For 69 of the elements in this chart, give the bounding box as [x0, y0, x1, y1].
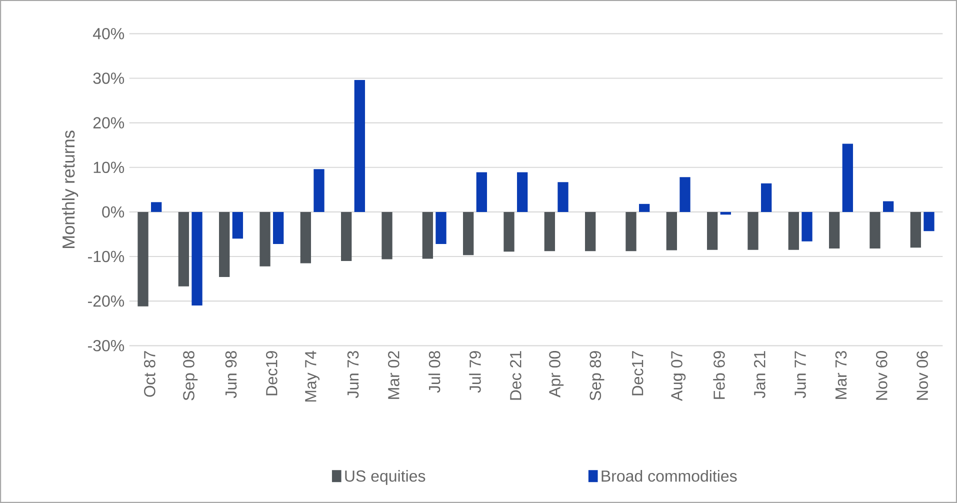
bar	[748, 212, 758, 250]
legend-label: Broad commodities	[602, 470, 737, 482]
x-tick-label: Dec17	[632, 351, 644, 396]
y-tick-label: -20%	[88, 295, 124, 307]
x-tick-label: Jan 21	[754, 351, 766, 398]
bar	[585, 212, 596, 252]
bar	[788, 212, 799, 250]
bar	[680, 177, 690, 212]
bar	[626, 212, 636, 252]
y-tick-label: 20%	[93, 117, 124, 128]
bar	[760, 183, 772, 212]
bar	[260, 212, 270, 266]
bar	[882, 201, 894, 212]
x-tick-label: Dec 21	[510, 351, 522, 400]
bar	[544, 212, 556, 252]
bar	[436, 212, 446, 244]
x-tick-label: Sep 89	[590, 351, 604, 400]
bar	[870, 212, 880, 248]
bar	[341, 212, 352, 261]
bar	[463, 212, 474, 256]
y-tick-label: 30%	[93, 72, 124, 84]
y-axis-title: Monthly returns	[62, 130, 78, 248]
y-tick-label: -30%	[88, 340, 124, 352]
x-tick-label: Feb 69	[713, 351, 725, 399]
y-tick-label: 10%	[94, 162, 124, 174]
bar	[639, 204, 650, 212]
bar	[178, 212, 190, 286]
bar	[707, 212, 718, 250]
x-tick-label: Apr 00	[549, 351, 564, 398]
bar	[802, 212, 812, 242]
x-tick-label: Jul 79	[469, 351, 481, 393]
y-tick-label: 0%	[102, 206, 124, 218]
bar	[504, 212, 514, 252]
x-tick-label: Nov 06	[916, 351, 928, 400]
x-tick-label: May 74	[305, 350, 320, 402]
bar	[558, 182, 568, 212]
bar	[910, 212, 921, 248]
bar	[842, 144, 853, 212]
bar	[138, 212, 148, 306]
x-tick-label: Mar 02	[388, 351, 400, 399]
bar	[422, 212, 434, 259]
x-tick-label: Mar 73	[835, 351, 847, 399]
x-tick-label: Jul 08	[428, 351, 440, 393]
bar	[192, 212, 202, 306]
bar	[354, 80, 366, 212]
bar	[314, 169, 324, 212]
x-tick-label: Oct 87	[144, 351, 156, 397]
x-tick-label: Jun 98	[225, 351, 237, 398]
bar	[232, 212, 244, 239]
bar	[924, 212, 934, 232]
bar	[828, 212, 840, 248]
x-tick-label: Jun 77	[794, 351, 806, 398]
x-tick-label: Aug 07	[671, 351, 686, 402]
bar	[720, 212, 731, 215]
y-tick-label: 40%	[92, 28, 124, 40]
x-tick-label: Dec19	[266, 351, 278, 396]
bar	[517, 172, 528, 212]
legend-label: US equities	[345, 470, 426, 485]
bar	[300, 212, 312, 264]
bar	[382, 212, 392, 260]
bar	[151, 202, 162, 212]
y-tick-label: -10%	[88, 250, 124, 262]
bar	[273, 212, 284, 244]
bar	[219, 212, 230, 278]
x-tick-label: Nov 60	[876, 351, 888, 400]
bar	[666, 212, 677, 250]
bar	[476, 172, 487, 212]
x-tick-label: Sep 08	[183, 351, 198, 400]
x-tick-label: Jun 73	[347, 351, 359, 398]
